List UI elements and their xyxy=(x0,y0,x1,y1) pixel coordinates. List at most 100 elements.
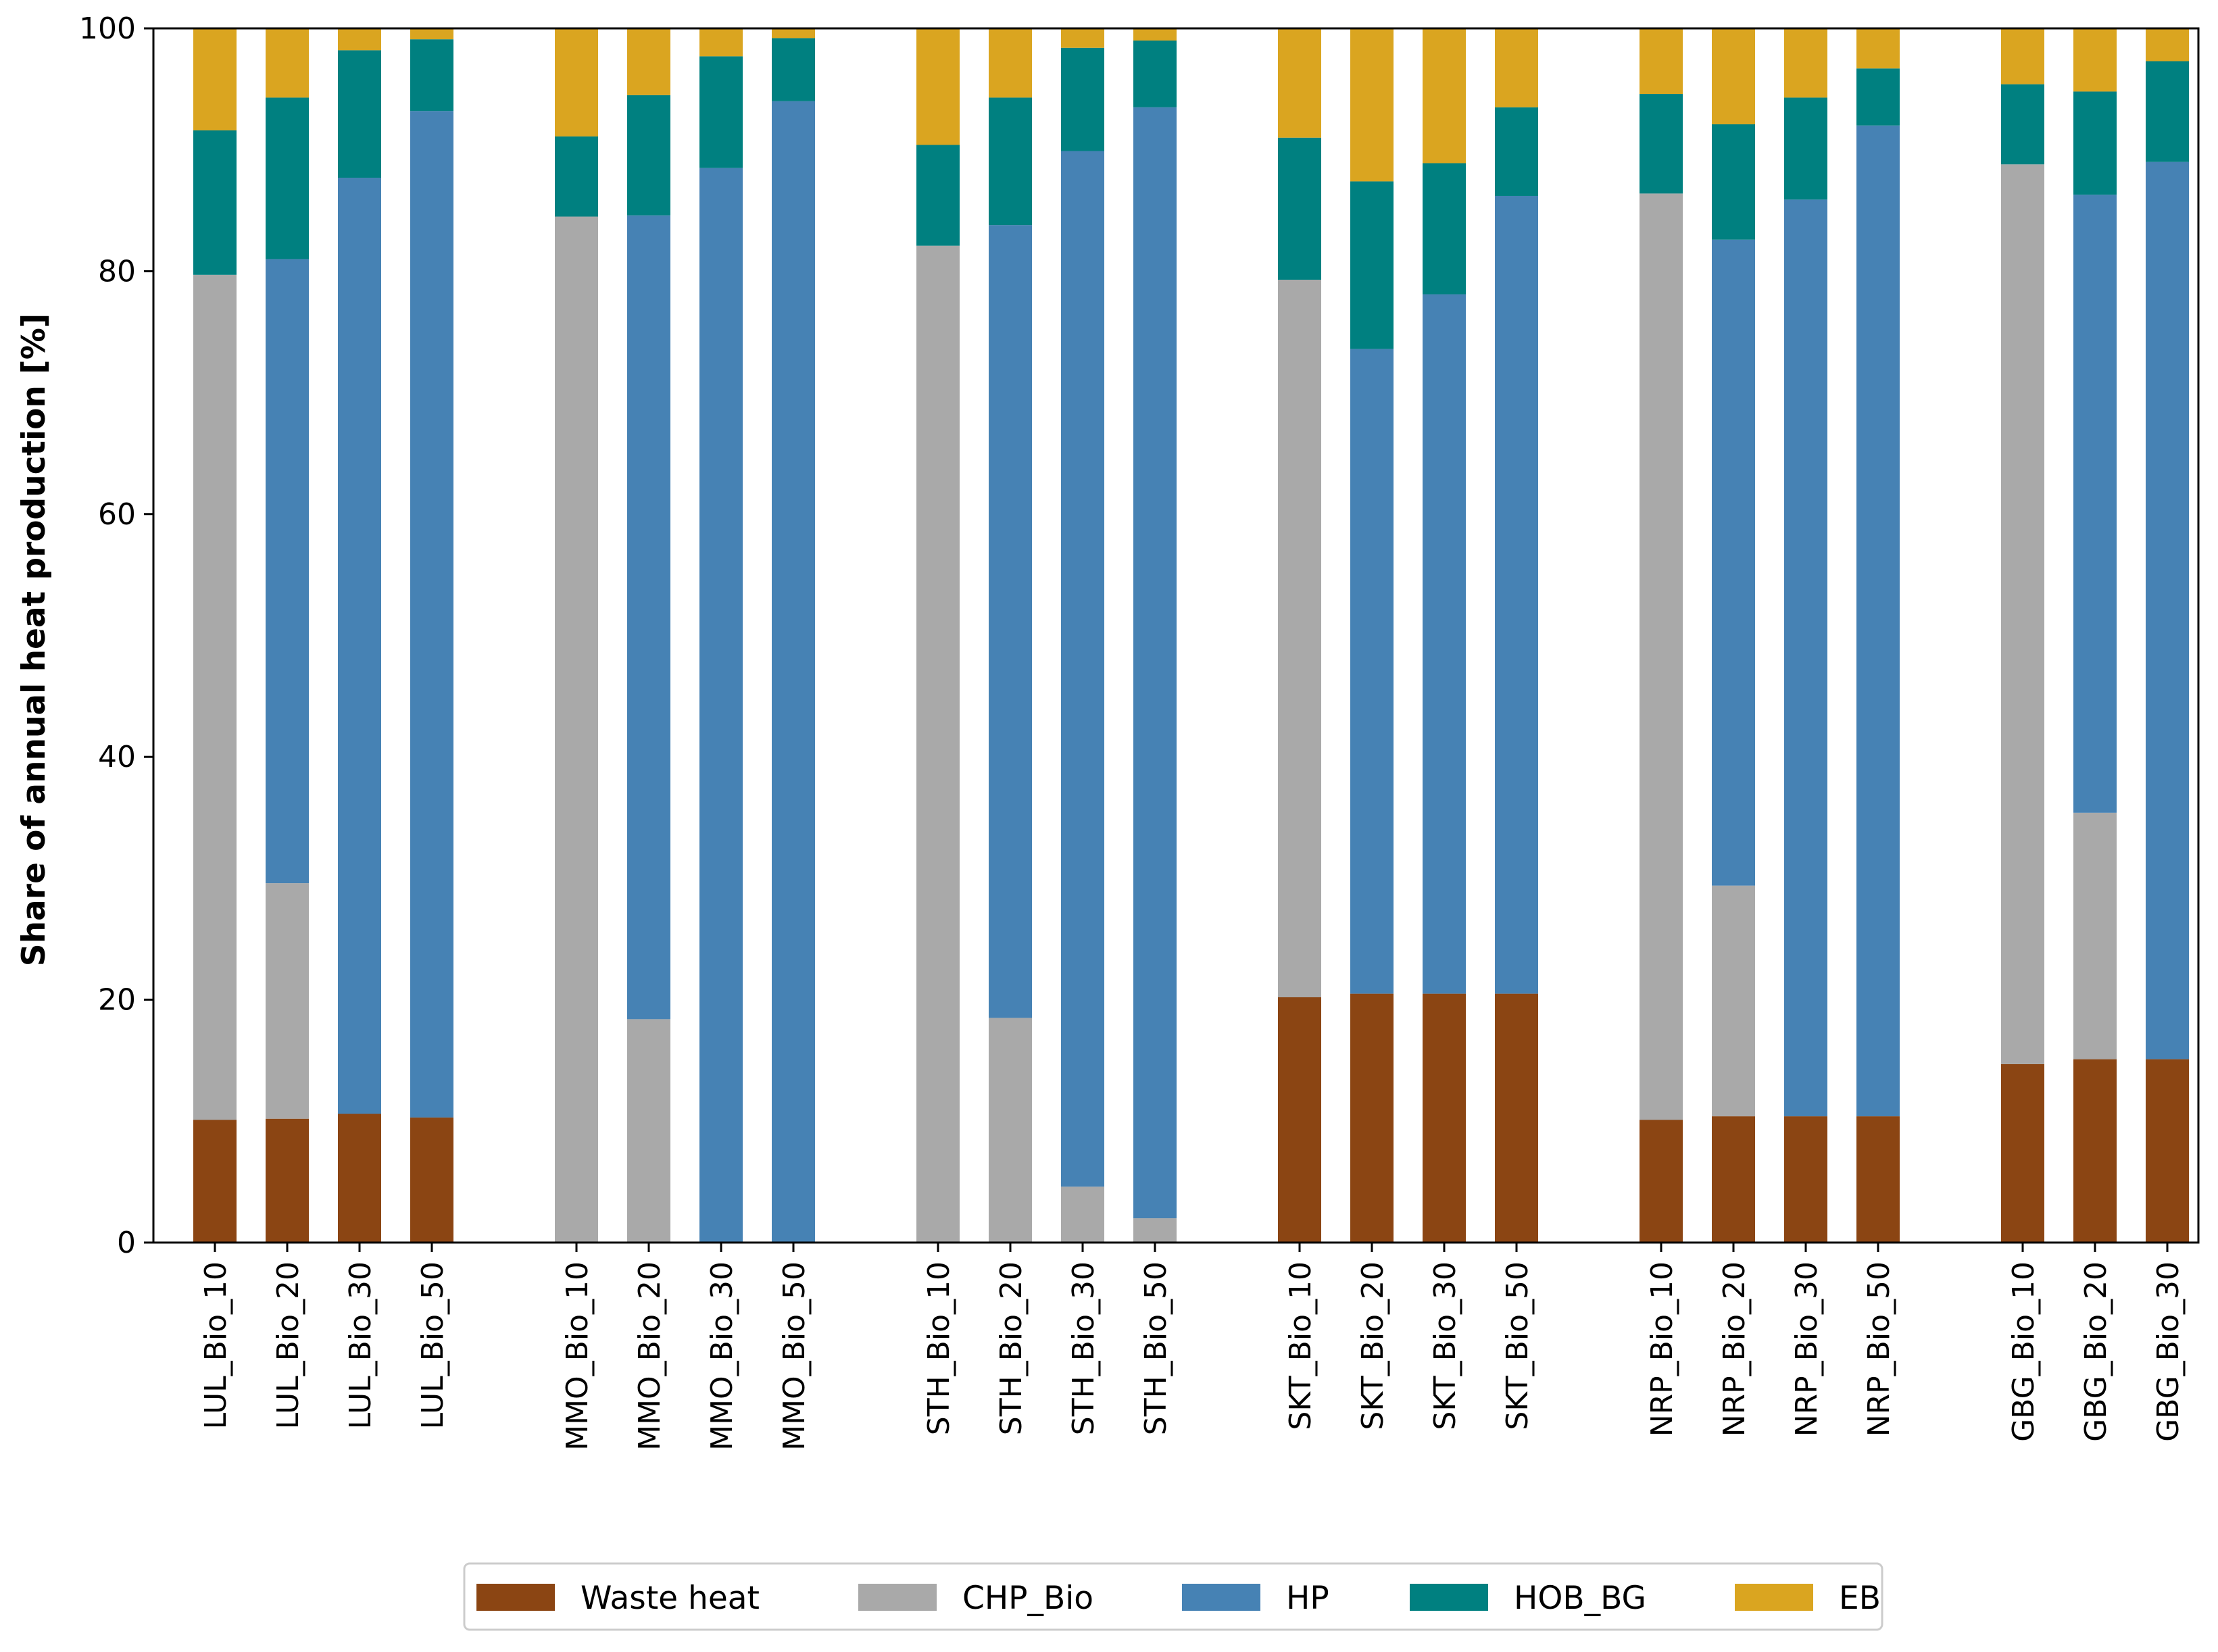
x-tick-label: STH_Bio_50 xyxy=(1139,1261,1173,1435)
x-tick-label: STH_Bio_30 xyxy=(1066,1261,1101,1435)
bar-hp-skt-bio-30 xyxy=(1423,294,1466,994)
bar-chp-bio-gbg-bio-10 xyxy=(2001,164,2044,1064)
bar-eb-lul-bio-30 xyxy=(338,28,381,51)
bar-hp-nrp-bio-30 xyxy=(1784,199,1827,1117)
bar-waste-heat-nrp-bio-50 xyxy=(1856,1116,1900,1243)
bar-waste-heat-skt-bio-20 xyxy=(1350,993,1394,1243)
legend-label-hob-bg: HOB_BG xyxy=(1514,1580,1646,1617)
x-tick-label: GBG_Bio_10 xyxy=(2006,1261,2041,1442)
bar-hp-skt-bio-20 xyxy=(1350,349,1394,994)
bar-chp-bio-sth-bio-20 xyxy=(989,1018,1032,1243)
bar-eb-gbg-bio-20 xyxy=(2073,28,2117,92)
bar-eb-sth-bio-20 xyxy=(989,28,1032,98)
x-tick-label: SKT_Bio_50 xyxy=(1500,1261,1535,1430)
bar-eb-gbg-bio-10 xyxy=(2001,28,2044,84)
bar-waste-heat-nrp-bio-30 xyxy=(1784,1116,1827,1243)
bar-hob-bg-nrp-bio-30 xyxy=(1784,97,1827,200)
bar-eb-mmo-bio-10 xyxy=(555,28,598,136)
bar-hob-bg-skt-bio-20 xyxy=(1350,181,1394,349)
bar-hp-nrp-bio-50 xyxy=(1856,125,1900,1117)
x-tick-label: NRP_Bio_20 xyxy=(1717,1261,1752,1436)
bar-waste-heat-gbg-bio-10 xyxy=(2001,1063,2044,1243)
bar-hp-sth-bio-50 xyxy=(1133,107,1177,1219)
bar-hob-bg-lul-bio-10 xyxy=(193,130,237,275)
legend-box xyxy=(463,1562,1883,1631)
bar-chp-bio-lul-bio-20 xyxy=(266,883,309,1119)
y-tick-label: 60 xyxy=(98,497,136,532)
x-tick-label: LUL_Bio_10 xyxy=(199,1261,233,1429)
bars-layer xyxy=(193,28,2189,1243)
x-tick-label: STH_Bio_20 xyxy=(994,1261,1029,1435)
x-tick-label: SKT_Bio_20 xyxy=(1356,1261,1390,1430)
x-tick-label: GBG_Bio_30 xyxy=(2151,1261,2186,1442)
bar-chp-bio-sth-bio-50 xyxy=(1133,1218,1177,1243)
x-tick-label: NRP_Bio_50 xyxy=(1862,1261,1896,1436)
bar-hob-bg-mmo-bio-30 xyxy=(699,56,743,168)
plot-frame xyxy=(152,27,2200,1244)
bar-eb-mmo-bio-30 xyxy=(699,28,743,57)
bar-waste-heat-lul-bio-50 xyxy=(410,1117,453,1243)
bar-eb-skt-bio-30 xyxy=(1423,28,1466,164)
bar-hob-bg-mmo-bio-20 xyxy=(627,95,670,216)
x-tick-label: SKT_Bio_30 xyxy=(1428,1261,1462,1430)
bar-waste-heat-gbg-bio-20 xyxy=(2073,1059,2117,1243)
bar-hob-bg-nrp-bio-50 xyxy=(1856,68,1900,126)
bar-hp-skt-bio-50 xyxy=(1495,195,1538,994)
bar-waste-heat-nrp-bio-10 xyxy=(1640,1120,1683,1243)
bar-hp-sth-bio-30 xyxy=(1061,151,1104,1187)
legend: Waste heat CHP_Bio HP HOB_BG EB xyxy=(463,1562,1883,1631)
x-tick-label: LUL_Bio_50 xyxy=(416,1261,450,1429)
bar-eb-skt-bio-50 xyxy=(1495,28,1538,107)
bar-eb-lul-bio-20 xyxy=(266,28,309,98)
legend-label-waste-heat: Waste heat xyxy=(581,1580,760,1617)
bar-eb-sth-bio-50 xyxy=(1133,28,1177,41)
bar-hp-lul-bio-20 xyxy=(266,259,309,884)
y-axis-label: Share of annual heat production [%] xyxy=(16,314,53,967)
bar-hp-lul-bio-50 xyxy=(410,111,453,1118)
x-tick-label: MMO_Bio_50 xyxy=(777,1261,812,1451)
bar-hp-mmo-bio-50 xyxy=(772,101,815,1243)
x-tick-label: LUL_Bio_20 xyxy=(271,1261,305,1429)
bar-hob-bg-skt-bio-10 xyxy=(1278,137,1321,280)
legend-label-hp: HP xyxy=(1286,1580,1329,1617)
legend-swatch-hp xyxy=(1182,1584,1260,1611)
bar-waste-heat-nrp-bio-20 xyxy=(1712,1116,1755,1243)
y-tick-label: 20 xyxy=(98,983,136,1018)
legend-swatch-waste-heat xyxy=(476,1584,555,1611)
bar-hob-bg-skt-bio-50 xyxy=(1495,107,1538,196)
bar-eb-sth-bio-10 xyxy=(916,28,960,145)
bar-eb-lul-bio-50 xyxy=(410,28,453,40)
legend-label-eb: EB xyxy=(1839,1580,1881,1617)
bar-hob-bg-nrp-bio-10 xyxy=(1640,94,1683,194)
bar-waste-heat-skt-bio-10 xyxy=(1278,997,1321,1243)
bar-hp-gbg-bio-30 xyxy=(2146,161,2189,1059)
bar-chp-bio-mmo-bio-20 xyxy=(627,1019,670,1243)
bar-hob-bg-gbg-bio-20 xyxy=(2073,91,2117,195)
bar-eb-skt-bio-20 xyxy=(1350,28,1394,182)
bar-chp-bio-sth-bio-10 xyxy=(916,245,960,1243)
bar-chp-bio-nrp-bio-10 xyxy=(1640,193,1683,1120)
bar-chp-bio-gbg-bio-20 xyxy=(2073,812,2117,1059)
y-tick-label: 100 xyxy=(79,11,136,46)
bar-hob-bg-skt-bio-30 xyxy=(1423,163,1466,295)
bar-chp-bio-mmo-bio-10 xyxy=(555,216,598,1243)
bar-eb-nrp-bio-30 xyxy=(1784,28,1827,98)
x-tick-label: NRP_Bio_30 xyxy=(1790,1261,1824,1436)
x-tick-label: STH_Bio_10 xyxy=(922,1261,956,1435)
legend-label-chp-bio: CHP_Bio xyxy=(962,1580,1093,1617)
bar-hp-mmo-bio-30 xyxy=(699,168,743,1243)
bar-eb-nrp-bio-20 xyxy=(1712,28,1755,124)
bar-waste-heat-lul-bio-20 xyxy=(266,1118,309,1243)
legend-swatch-eb xyxy=(1735,1584,1813,1611)
bar-eb-gbg-bio-30 xyxy=(2146,28,2189,61)
bar-eb-nrp-bio-10 xyxy=(1640,28,1683,95)
legend-swatch-chp-bio xyxy=(858,1584,937,1611)
y-tick-label: 80 xyxy=(98,254,136,289)
y-tick-label: 0 xyxy=(117,1226,136,1260)
x-tick-label: GBG_Bio_20 xyxy=(2079,1261,2113,1442)
bar-eb-sth-bio-30 xyxy=(1061,28,1104,48)
bar-hob-bg-sth-bio-20 xyxy=(989,97,1032,226)
bar-hp-gbg-bio-20 xyxy=(2073,195,2117,813)
